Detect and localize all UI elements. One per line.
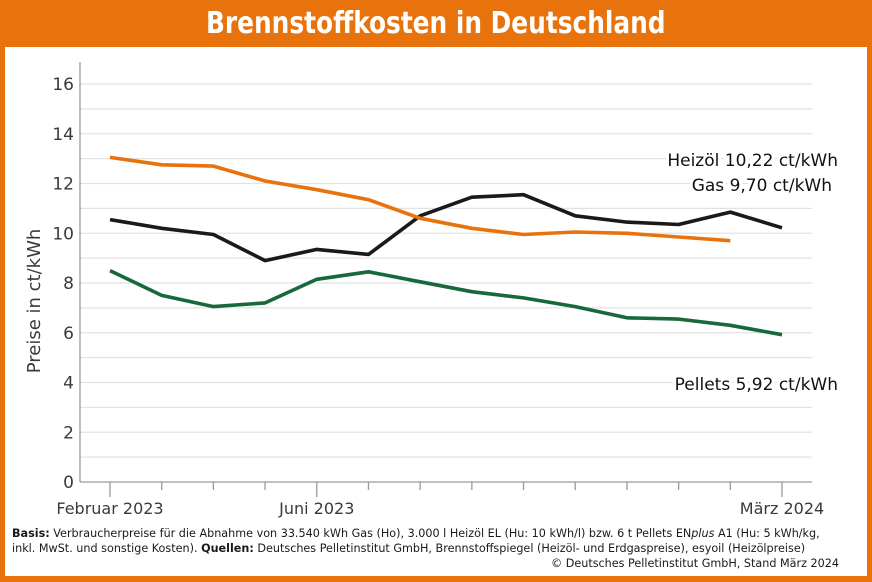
basis-text-end: inkl. MwSt. und sonstige Kosten).	[12, 542, 202, 555]
x-axis-ticks: Februar 2023 Juni 2023 März 2024	[56, 482, 824, 518]
grid-lines	[80, 83, 812, 458]
y-axis-ticks: 0 2 4 6 8 10 12 14 16	[52, 75, 74, 493]
chart-panel	[5, 47, 867, 576]
footer-notes: Basis: Verbraucherpreise für die Abnahme…	[12, 526, 842, 571]
series-line-gas	[109, 155, 731, 243]
series-labels: Heizöl 10,22 ct/kWh Gas 9,70 ct/kWh Pellet…	[664, 148, 841, 398]
sources-text: Deutsches Pelletinstitut GmbH, Brennstof…	[253, 542, 806, 555]
series-lines	[109, 155, 783, 337]
chart-title: Brennstoffkosten in Deutschland	[206, 6, 666, 41]
y-axis-label: Preise in ct/kWh	[24, 229, 45, 374]
y-tick-label: 14	[52, 125, 74, 145]
x-tick-label: Februar 2023	[56, 499, 163, 518]
footer-line-1: Basis: Verbraucherpreise für die Abnahme…	[12, 526, 842, 541]
series-line-pellets	[109, 268, 783, 337]
series-line-heizoel	[109, 192, 783, 263]
series-label-pellets: Pellets 5,92 ct/kWh	[675, 375, 838, 395]
basis-text: Verbraucherpreise für die Abnahme von 33…	[49, 527, 692, 540]
y-tick-label: 8	[63, 274, 74, 294]
series-label-gas: Gas 9,70 ct/kWh	[692, 176, 832, 196]
basis-text-cont: A1 (Hu: 5 kWh/kg,	[714, 527, 820, 540]
basis-label: Basis:	[12, 527, 50, 540]
y-tick-label: 10	[52, 224, 74, 244]
y-tick-label: 16	[52, 75, 74, 95]
basis-italic: plus	[691, 527, 715, 540]
sources-label: Quellen:	[201, 542, 254, 555]
y-tick-label: 2	[63, 423, 74, 443]
title-bar: Brennstoffkosten in Deutschland	[0, 0, 872, 47]
y-tick-label: 0	[63, 473, 74, 493]
y-tick-label: 4	[63, 374, 74, 394]
x-tick-label: Juni 2023	[278, 499, 354, 518]
footer-line-2: inkl. MwSt. und sonstige Kosten). Quelle…	[12, 541, 842, 556]
series-label-heizoel: Heizöl 10,22 ct/kWh	[667, 151, 838, 171]
x-tick-label: März 2024	[740, 499, 824, 518]
y-tick-label: 12	[52, 175, 74, 195]
y-tick-label: 6	[63, 324, 74, 344]
copyright: © Deutsches Pelletinstitut GmbH, Stand M…	[550, 557, 839, 570]
